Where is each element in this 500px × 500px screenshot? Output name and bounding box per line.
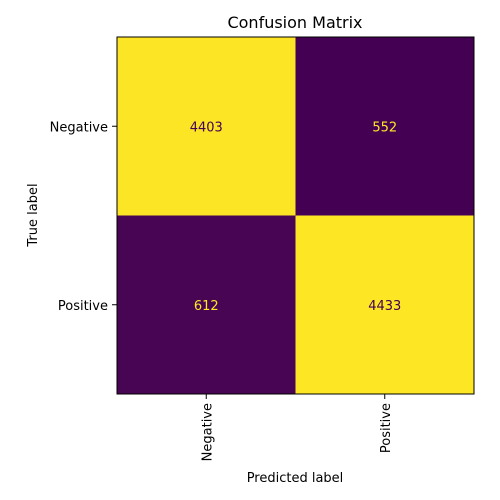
heatmap-cell-2-2 bbox=[295, 215, 474, 394]
cell-value-label-1-2: 552 bbox=[372, 120, 397, 135]
x-tick-label: Negative bbox=[200, 403, 215, 461]
x-axis-label: Predicted label bbox=[247, 471, 344, 486]
plot-frame bbox=[116, 36, 475, 395]
y-tick-label: Positive bbox=[58, 299, 108, 314]
heatmap-cell-1-1 bbox=[117, 37, 296, 216]
y-tick-label: Negative bbox=[50, 120, 108, 135]
cell-value-label-2-1: 612 bbox=[194, 299, 219, 314]
x-tick-label: Positive bbox=[379, 403, 394, 453]
y-axis-label: True label bbox=[26, 183, 41, 247]
chart-title: Confusion Matrix bbox=[227, 13, 362, 32]
cell-value-label-1-1: 4403 bbox=[190, 120, 223, 135]
heatmap-cell-2-1 bbox=[117, 215, 296, 394]
heatmap-cell-1-2 bbox=[295, 37, 474, 216]
cell-value-label-2-2: 4433 bbox=[368, 299, 401, 314]
